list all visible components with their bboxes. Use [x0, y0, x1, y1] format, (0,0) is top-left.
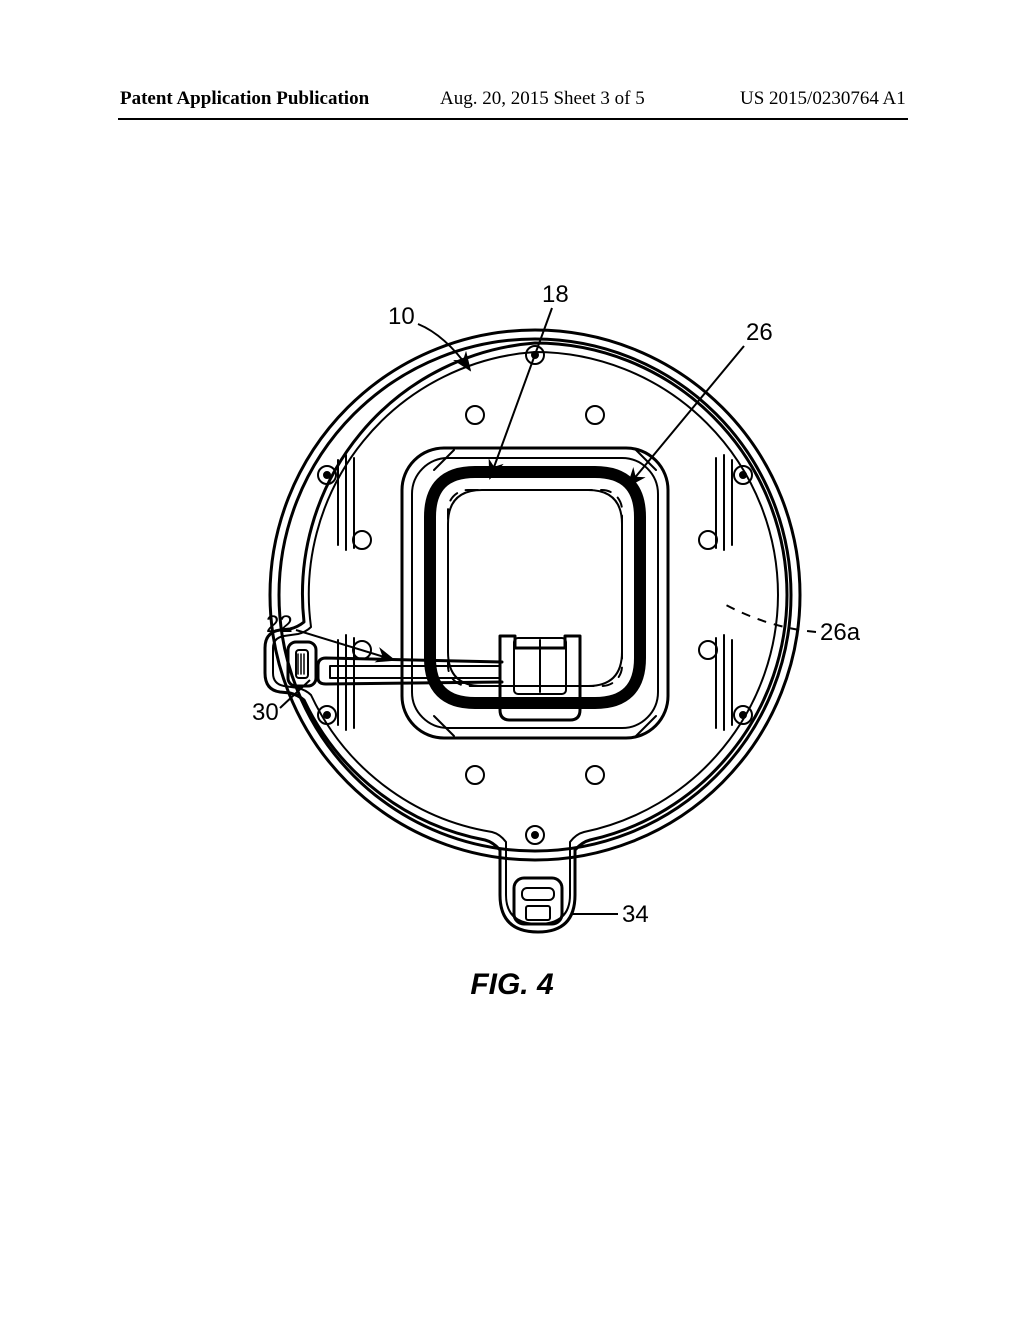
ref-26: 26 — [746, 319, 773, 346]
header-date-sheet: Aug. 20, 2015 Sheet 3 of 5 — [440, 88, 645, 110]
ref-34: 34 — [622, 901, 649, 928]
ref-26a: 26a — [820, 619, 860, 646]
header-patent-number: US 2015/0230764 A1 — [740, 88, 906, 110]
patent-page: Patent Application Publication Aug. 20, … — [0, 0, 1024, 1320]
ref-10: 10 — [388, 303, 415, 330]
ref-30: 30 — [252, 699, 279, 726]
ref-18: 18 — [542, 281, 569, 308]
figure-4-drawing: 10 18 26 22 26a 30 34 — [170, 280, 860, 980]
ref-22: 22 — [266, 611, 293, 638]
header-publication: Patent Application Publication — [120, 88, 369, 110]
figure-caption: FIG. 4 — [0, 968, 1024, 1002]
header-rule — [118, 118, 908, 120]
